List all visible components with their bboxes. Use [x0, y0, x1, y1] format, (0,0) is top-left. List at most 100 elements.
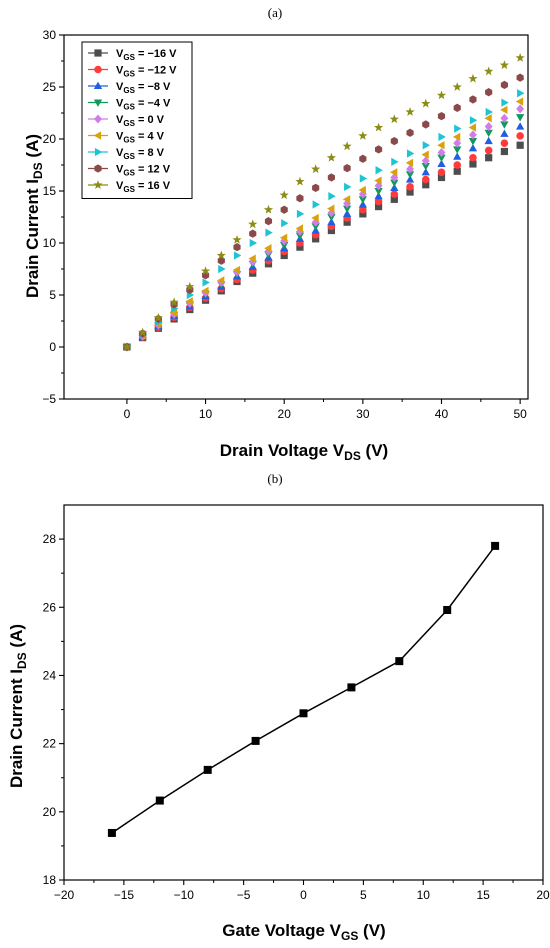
x-axis-title-a-main: Drain Voltage V	[220, 441, 345, 460]
x-tick-label: 5	[360, 888, 367, 902]
data-point	[437, 173, 446, 182]
x-tick-label: 30	[356, 407, 370, 421]
legend-label-sub: GS	[123, 152, 135, 161]
data-point	[138, 327, 148, 337]
data-point	[452, 132, 461, 142]
data-point	[264, 246, 273, 256]
legend-marker	[94, 114, 102, 124]
data-point	[421, 167, 430, 176]
data-point	[264, 244, 272, 253]
data-point	[453, 161, 462, 169]
data-point	[390, 195, 398, 203]
x-tick-label: −10	[174, 888, 195, 902]
legend-marker	[93, 99, 103, 107]
data-point	[515, 114, 525, 122]
data-point	[443, 606, 452, 614]
legend-label-suffix: = 4 V	[135, 131, 165, 143]
legend-label-prefix: V	[116, 81, 124, 93]
y-tick-label: 20	[43, 132, 57, 146]
data-point	[248, 254, 256, 263]
y-tick-label: 24	[43, 668, 57, 682]
legend-marker	[93, 131, 102, 140]
data-point	[468, 144, 478, 152]
legend-label-prefix: V	[116, 98, 124, 110]
svg-text:Drain Voltage VDS (V): Drain Voltage VDS (V)	[220, 441, 388, 463]
data-point	[484, 114, 492, 123]
data-point	[279, 233, 288, 242]
x-axis-title-b-main: Gate Voltage V	[222, 921, 341, 940]
data-point	[359, 210, 367, 218]
data-point	[454, 124, 462, 133]
legend-label-prefix: V	[116, 147, 124, 159]
y-tick-label: 10	[43, 236, 57, 250]
data-point	[169, 297, 179, 307]
data-point	[453, 138, 462, 148]
data-point	[468, 73, 478, 83]
x-axis-title-b-sub: GS	[341, 929, 358, 943]
legend-label-prefix: V	[116, 131, 124, 143]
data-point	[342, 141, 352, 151]
y-axis-title-b-main: Drain Current I	[7, 669, 26, 788]
data-point	[359, 154, 367, 163]
legend-label: VGS = 8 V	[116, 147, 165, 161]
data-point	[344, 182, 352, 191]
data-point	[281, 219, 289, 228]
data-point	[436, 90, 447, 100]
data-point	[155, 796, 164, 805]
data-point	[389, 114, 399, 124]
data-point	[468, 130, 477, 140]
legend-label-sub: GS	[123, 185, 135, 194]
data-point	[185, 281, 195, 291]
legend-label-sub: GS	[123, 86, 135, 95]
data-point	[453, 167, 461, 175]
data-point	[405, 107, 415, 116]
series-8	[122, 53, 525, 351]
series-6	[123, 89, 525, 352]
x-tick-label: 15	[476, 888, 490, 902]
legend-label-prefix: V	[116, 180, 124, 192]
data-point	[311, 223, 320, 231]
x-tick-label: −15	[114, 888, 135, 902]
data-point	[484, 129, 493, 138]
legend-label-suffix: = −8 V	[135, 81, 171, 93]
legend-label-prefix: V	[116, 164, 124, 176]
data-point	[405, 175, 415, 183]
data-point	[296, 209, 305, 219]
y-tick-label: 26	[43, 600, 57, 614]
legend-label: VGS = 4 V	[116, 131, 165, 145]
data-point	[233, 243, 241, 252]
data-point	[342, 195, 351, 204]
data-point	[347, 683, 356, 692]
data-point	[280, 251, 288, 260]
x-tick-label: 40	[435, 407, 449, 421]
svg-text:Gate Voltage VGS (V): Gate Voltage VGS (V)	[222, 921, 385, 943]
data-point	[107, 828, 116, 837]
data-point	[437, 148, 446, 158]
data-point	[437, 111, 446, 121]
data-point	[327, 213, 336, 222]
legend-label: VGS = 0 V	[116, 114, 165, 128]
y-axis-title-a-main: Drain Current I	[23, 179, 42, 298]
data-point	[153, 313, 163, 322]
data-point	[469, 160, 477, 168]
legend-label-prefix: V	[116, 48, 124, 60]
legend-label-suffix: = −12 V	[135, 65, 177, 77]
data-point	[373, 122, 384, 132]
data-point	[232, 235, 242, 244]
data-point	[390, 183, 399, 191]
y-tick-label: 15	[43, 184, 57, 198]
x-tick-label: 10	[417, 888, 431, 902]
data-point	[406, 188, 414, 196]
data-point	[343, 163, 351, 173]
data-point	[390, 136, 398, 146]
data-point	[249, 238, 258, 248]
data-point	[406, 164, 414, 174]
legend-item: VGS = 8 V	[88, 147, 165, 161]
data-point	[437, 168, 446, 177]
legend-marker	[94, 147, 103, 157]
data-point	[389, 168, 398, 177]
x-axis-title-a-sub: DS	[344, 449, 361, 463]
x-tick-label: 20	[278, 407, 292, 421]
data-point	[201, 286, 209, 295]
